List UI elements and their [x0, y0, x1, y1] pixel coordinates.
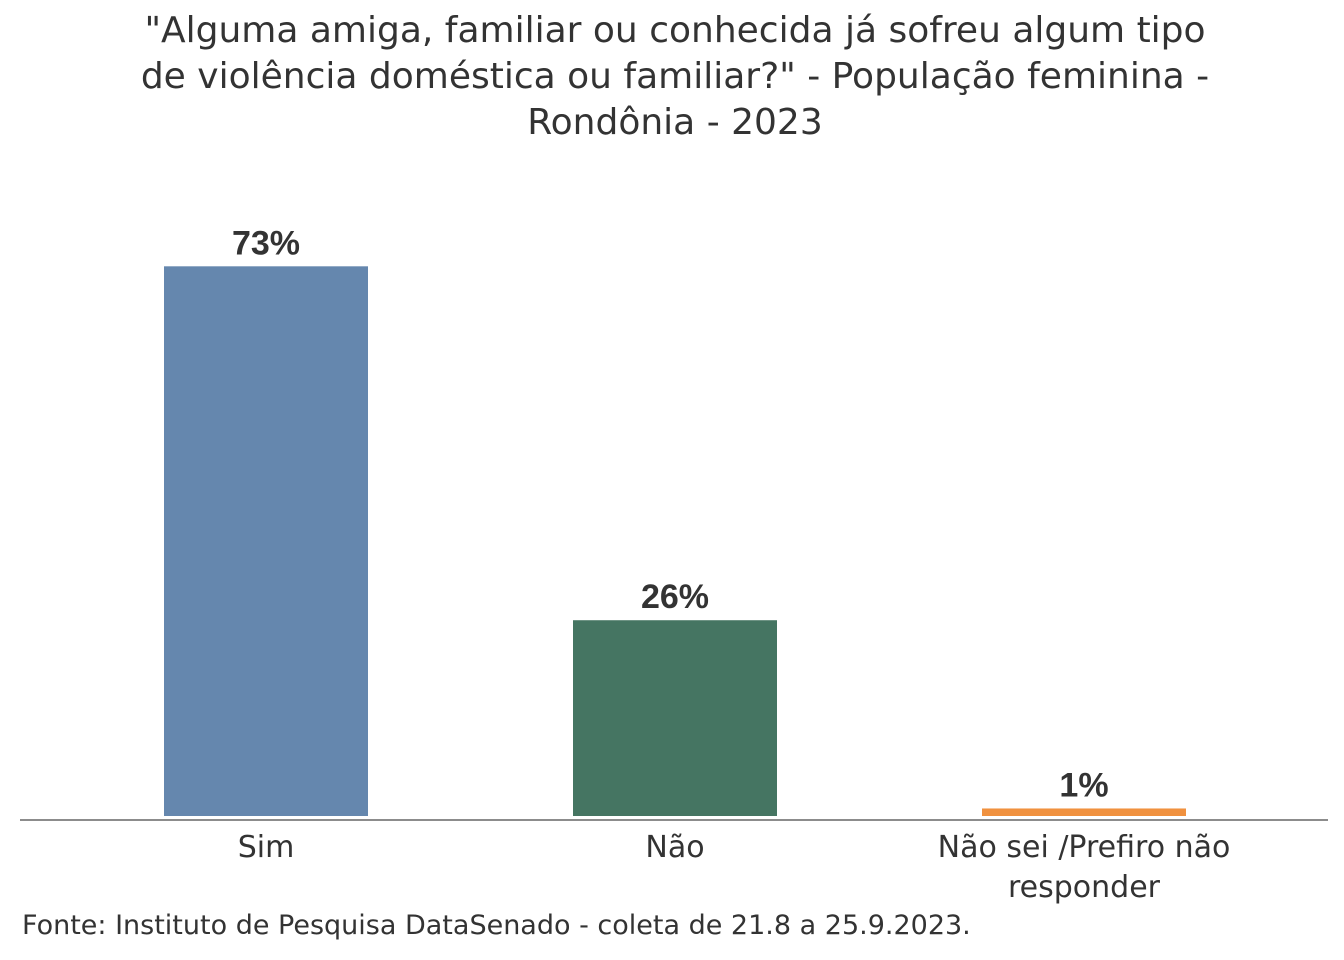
- bar-sim: [164, 266, 368, 816]
- data-label-sim: 73%: [232, 224, 300, 262]
- source-note: Fonte: Instituto de Pesquisa DataSenado …: [22, 910, 971, 941]
- category-label-nao-sei-prefiro-nao-responder-line-2: responder: [1008, 870, 1161, 905]
- data-label-nao: 26%: [641, 578, 709, 616]
- category-label-nao: Não: [645, 830, 704, 865]
- chart-title-line-1: "Alguma amiga, familiar ou conhecida já …: [144, 10, 1206, 51]
- bar-nao-sei-prefiro-nao-responder: [982, 808, 1186, 816]
- chart-title-line-2: de violência doméstica ou familiar?" - P…: [140, 56, 1210, 97]
- bar-nao: [573, 620, 777, 816]
- chart-title-line-3: Rondônia - 2023: [527, 102, 823, 143]
- category-label-sim: Sim: [238, 830, 295, 865]
- chart-title: "Alguma amiga, familiar ou conhecida já …: [100, 8, 1250, 146]
- category-label-nao-sei-prefiro-nao-responder: Não sei /Prefiro não: [938, 830, 1231, 865]
- data-label-nao-sei-prefiro-nao-responder: 1%: [1059, 766, 1108, 804]
